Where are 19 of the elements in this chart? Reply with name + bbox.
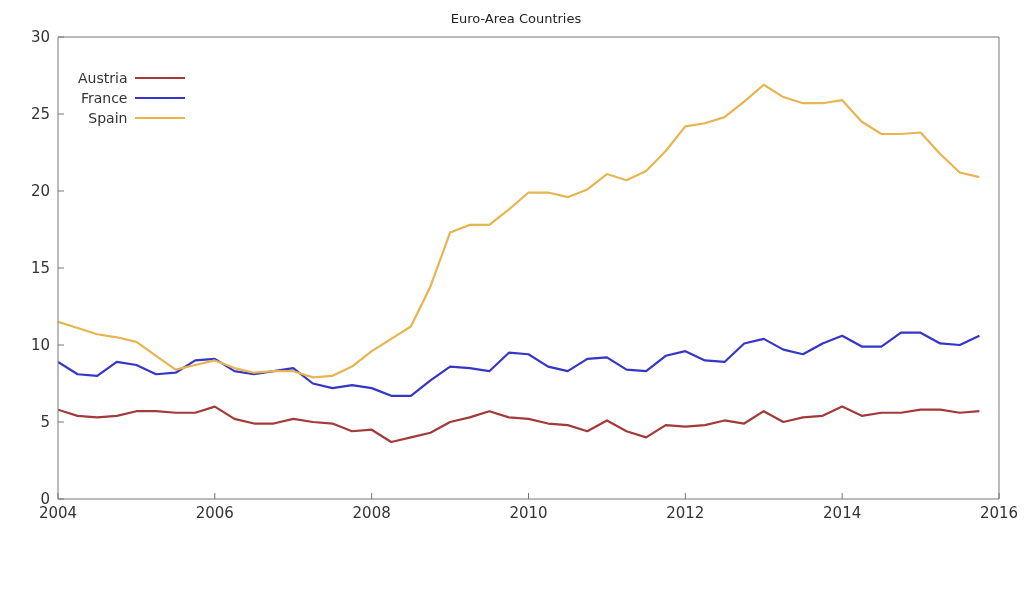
line-series [58,331,981,397]
x-tick-label: 2010 [509,503,548,522]
x-tick-label: 2016 [979,503,1019,522]
y-tick-label: 25 [30,105,50,124]
y-tick-label: 15 [30,259,50,278]
legend-label: Spain [88,110,128,126]
line-series [58,83,981,379]
x-tick-label: 2014 [823,503,862,522]
line-series [58,405,981,444]
legend-label: Austria [78,70,128,86]
x-tick-label: 2006 [195,503,234,522]
y-tick-label: 20 [30,182,50,201]
chart-title: Euro-Area Countries [449,10,583,28]
y-tick-label: 30 [30,28,50,47]
y-tick-label: 10 [30,336,50,355]
y-tick-label: 5 [40,413,50,432]
legend-label: France [80,90,128,106]
x-tick-label: 2012 [666,503,705,522]
x-tick-label: 2008 [352,503,391,522]
